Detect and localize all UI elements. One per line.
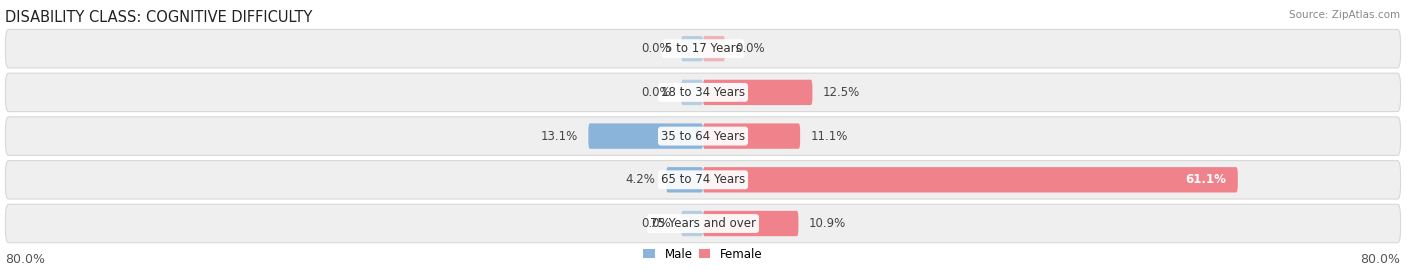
Text: 80.0%: 80.0% [1361,253,1400,266]
Text: 35 to 64 Years: 35 to 64 Years [661,130,745,143]
Text: 0.0%: 0.0% [641,86,671,99]
Text: 13.1%: 13.1% [540,130,578,143]
Text: 18 to 34 Years: 18 to 34 Years [661,86,745,99]
FancyBboxPatch shape [6,161,1400,199]
FancyBboxPatch shape [703,211,799,236]
FancyBboxPatch shape [703,80,813,105]
Text: 10.9%: 10.9% [808,217,846,230]
Text: 0.0%: 0.0% [641,217,671,230]
FancyBboxPatch shape [681,211,703,236]
FancyBboxPatch shape [6,29,1400,68]
FancyBboxPatch shape [703,167,1237,193]
FancyBboxPatch shape [703,123,800,149]
Text: 80.0%: 80.0% [6,253,45,266]
Text: DISABILITY CLASS: COGNITIVE DIFFICULTY: DISABILITY CLASS: COGNITIVE DIFFICULTY [6,10,312,25]
FancyBboxPatch shape [681,36,703,61]
FancyBboxPatch shape [6,73,1400,112]
Text: 11.1%: 11.1% [811,130,848,143]
Text: 0.0%: 0.0% [641,42,671,55]
Text: 5 to 17 Years: 5 to 17 Years [665,42,741,55]
FancyBboxPatch shape [588,123,703,149]
Text: 65 to 74 Years: 65 to 74 Years [661,173,745,186]
FancyBboxPatch shape [666,167,703,193]
Legend: Male, Female: Male, Female [638,243,768,265]
Text: 61.1%: 61.1% [1185,173,1226,186]
FancyBboxPatch shape [6,117,1400,155]
FancyBboxPatch shape [681,80,703,105]
Text: 75 Years and over: 75 Years and over [650,217,756,230]
Text: 12.5%: 12.5% [823,86,860,99]
Text: 4.2%: 4.2% [626,173,655,186]
Text: 0.0%: 0.0% [735,42,765,55]
FancyBboxPatch shape [703,36,725,61]
FancyBboxPatch shape [6,204,1400,243]
Text: Source: ZipAtlas.com: Source: ZipAtlas.com [1289,10,1400,20]
